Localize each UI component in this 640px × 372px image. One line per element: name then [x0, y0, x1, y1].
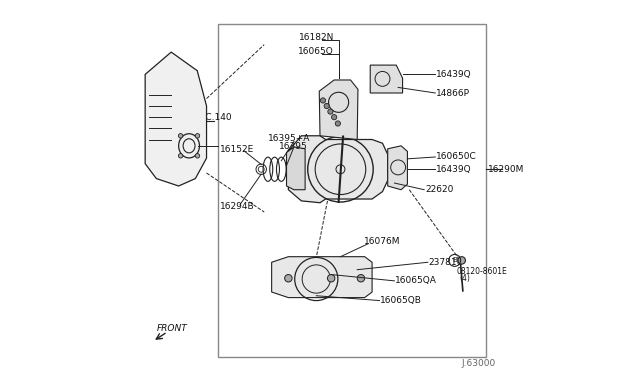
Text: 16395: 16395 [279, 142, 308, 151]
Polygon shape [145, 52, 207, 186]
Text: (4): (4) [460, 274, 471, 283]
Text: 16065Q: 16065Q [298, 47, 334, 56]
Circle shape [458, 257, 465, 264]
Circle shape [321, 98, 326, 103]
Polygon shape [388, 146, 408, 190]
Text: 16065QA: 16065QA [395, 276, 437, 285]
Polygon shape [319, 80, 358, 140]
Circle shape [357, 275, 365, 282]
Text: 08120-8601E: 08120-8601E [457, 267, 508, 276]
Circle shape [335, 121, 340, 126]
Text: 16439Q: 16439Q [436, 165, 472, 174]
Text: SEC.140: SEC.140 [195, 113, 232, 122]
Polygon shape [370, 65, 403, 93]
Text: J.63000: J.63000 [461, 359, 495, 368]
Text: 16439Q: 16439Q [436, 70, 472, 79]
Circle shape [328, 275, 335, 282]
Text: 16076M: 16076M [364, 237, 401, 246]
Text: 16182N: 16182N [299, 33, 334, 42]
Polygon shape [271, 257, 372, 298]
Text: 22620: 22620 [425, 185, 453, 194]
Text: B: B [452, 257, 457, 263]
Text: FRONT: FRONT [156, 324, 187, 333]
Text: 16290M: 16290M [488, 165, 525, 174]
Polygon shape [287, 147, 305, 190]
Text: 16065QB: 16065QB [380, 296, 422, 305]
Circle shape [285, 275, 292, 282]
Text: 16152E: 16152E [220, 145, 254, 154]
Circle shape [195, 154, 200, 158]
Circle shape [328, 109, 333, 114]
Text: 16294B: 16294B [220, 202, 254, 211]
Circle shape [179, 154, 183, 158]
Text: 16395+A: 16395+A [268, 134, 310, 143]
Text: 160650C: 160650C [436, 153, 477, 161]
Text: 14866P: 14866P [436, 89, 470, 97]
Polygon shape [289, 136, 388, 203]
Text: 23781U: 23781U [429, 258, 464, 267]
Circle shape [324, 103, 330, 109]
Circle shape [179, 134, 183, 138]
Circle shape [195, 134, 200, 138]
Bar [218, 24, 486, 357]
Circle shape [332, 115, 337, 120]
